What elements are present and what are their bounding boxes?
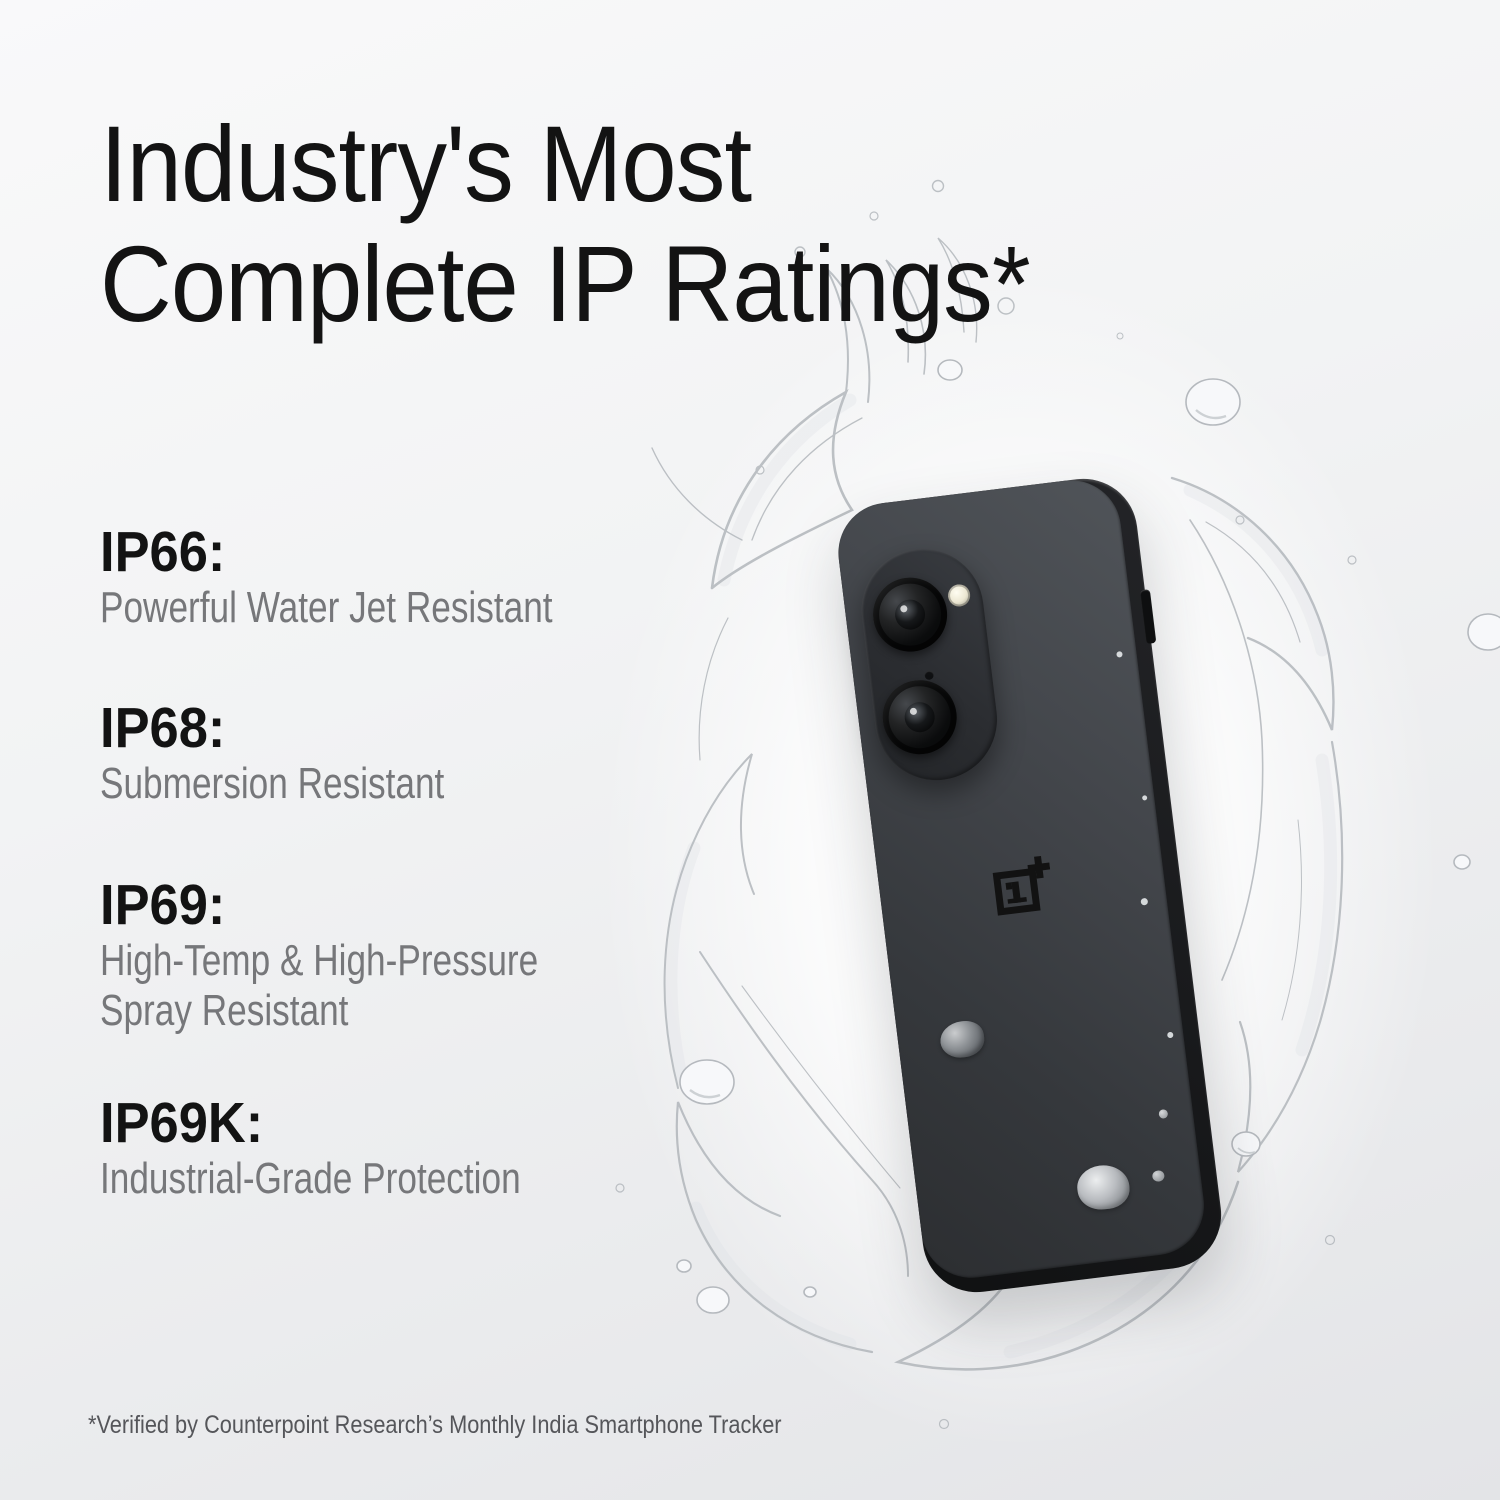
droplet-speck: [1158, 1108, 1169, 1119]
rating-description: Submersion Resistant: [100, 759, 445, 808]
rating-item-ip68: IP68: Submersion Resistant: [100, 697, 530, 809]
droplet-on-phone: [1074, 1162, 1132, 1213]
sensor-dot-icon: [924, 670, 935, 681]
droplet-speck: [1166, 1031, 1174, 1039]
camera-module: [854, 542, 1005, 788]
rating-label: IP66:: [100, 520, 226, 584]
rating-description: Powerful Water Jet Resistant: [100, 583, 553, 632]
flash-icon: [946, 583, 972, 608]
rating-description: Industrial-Grade Protection: [100, 1154, 521, 1203]
droplet-speck: [1140, 897, 1149, 906]
rating-label: IP69:: [100, 873, 226, 937]
droplet-on-phone: [938, 1018, 987, 1060]
rating-item-ip66: IP66: Powerful Water Jet Resistant: [100, 521, 666, 633]
rating-label: IP68:: [100, 696, 226, 760]
rating-label: IP69K:: [100, 1091, 264, 1155]
title-line-1: Industry's Most: [100, 103, 752, 224]
rating-item-ip69: IP69: High-Temp & High-Pressure Spray Re…: [100, 874, 700, 1036]
oneplus-logo-icon: [992, 855, 1051, 916]
secondary-camera-lens-icon: [878, 675, 961, 759]
droplet-speck: [1116, 651, 1123, 658]
footnote: *Verified by Counterpoint Research’s Mon…: [88, 1411, 782, 1439]
rating-item-ip69k: IP69K: Industrial-Grade Protection: [100, 1092, 626, 1204]
phone-back-panel: [832, 474, 1210, 1284]
main-camera-lens-icon: [868, 573, 952, 656]
droplet-speck: [1151, 1169, 1165, 1183]
droplet-speck: [1141, 795, 1148, 801]
phone-render: [832, 472, 1228, 1299]
title-line-2: Complete IP Ratings*: [100, 223, 1031, 344]
rating-description: High-Temp & High-Pressure Spray Resistan…: [100, 936, 539, 1035]
page-title: Industry's Most Complete IP Ratings*: [100, 103, 1031, 344]
